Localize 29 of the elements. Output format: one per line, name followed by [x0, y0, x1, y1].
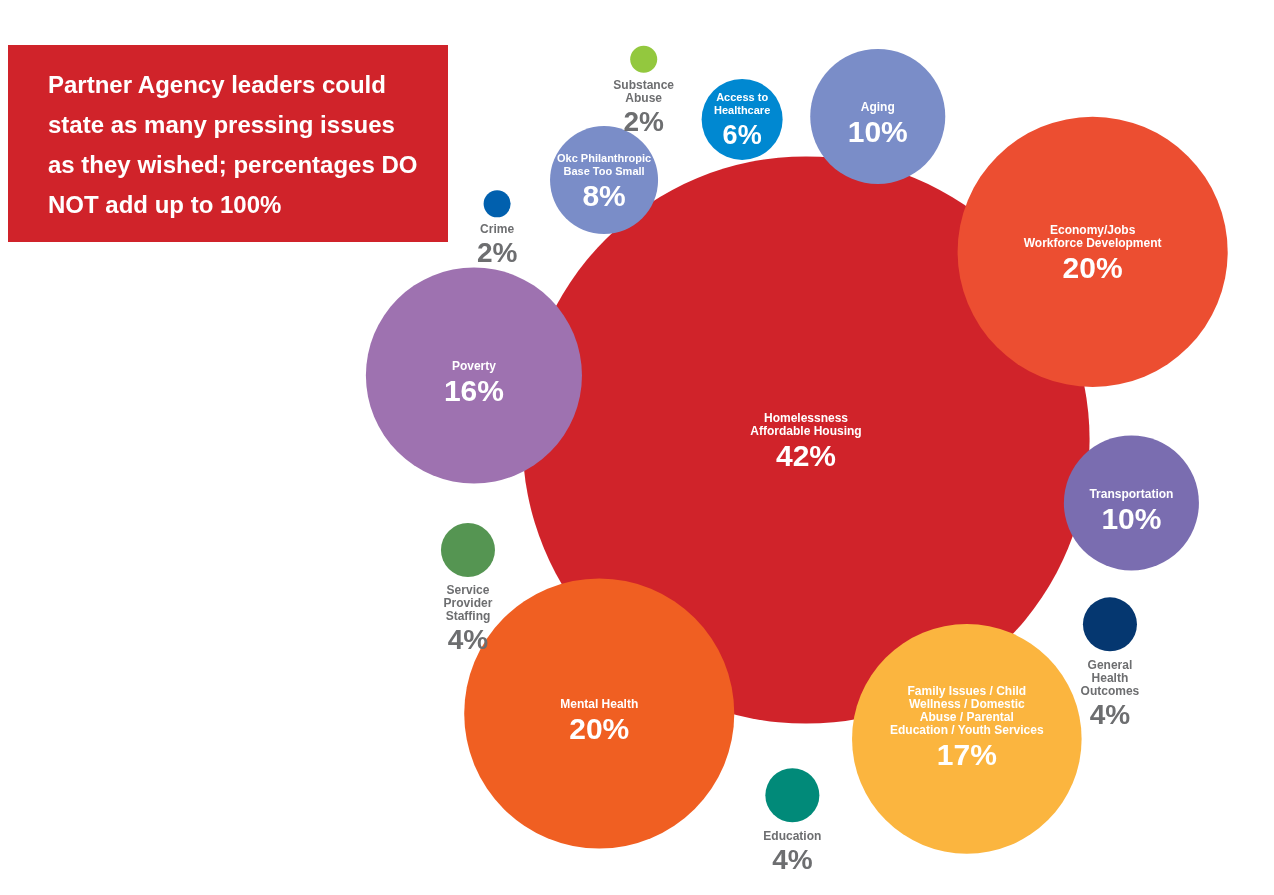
data-label: 17%: [936, 737, 997, 771]
data-label: 6%: [722, 120, 762, 151]
category-label: Aging: [860, 100, 895, 115]
data-label: 20%: [569, 712, 630, 746]
data-label: 10%: [847, 115, 908, 149]
data-label: 8%: [582, 179, 626, 213]
data-label: 20%: [1062, 250, 1123, 284]
category-label: Homelessness Affordable Housing: [750, 411, 862, 438]
data-label: 4%: [447, 624, 489, 656]
category-label: Substance Abuse: [613, 77, 675, 105]
category-label: Poverty: [451, 359, 497, 374]
data-label: 10%: [1101, 501, 1162, 535]
category-label: Education: [763, 828, 822, 843]
data-label: 16%: [443, 374, 504, 408]
category-label: Crime: [480, 222, 515, 237]
category-label: General Health Outcomes: [1080, 657, 1140, 698]
category-label: Family Issues / Child Wellness / Domestic Abuse / Parental Education / Youth Services: [890, 683, 1044, 737]
category-label: Economy/Jobs Workforce Development: [1023, 222, 1162, 250]
data-label: 4%: [1089, 698, 1131, 730]
data-label: 42%: [775, 439, 837, 472]
data-label: 2%: [623, 105, 665, 137]
category-label: Access to Healthcare: [713, 91, 771, 117]
category-label: Mental Health: [560, 697, 639, 712]
category-label: Service Provider Staffing: [443, 583, 493, 624]
data-label: 2%: [476, 237, 518, 269]
data-label: 4%: [772, 843, 813, 875]
text: Partner Agency leaders could state as many pressing issues as they wished; percentages DO NOT add up to 100%: [8, 45, 448, 242]
category-label: Okc Philanthropic Base Too Small: [556, 152, 652, 178]
category-label: Transportation: [1089, 486, 1174, 501]
